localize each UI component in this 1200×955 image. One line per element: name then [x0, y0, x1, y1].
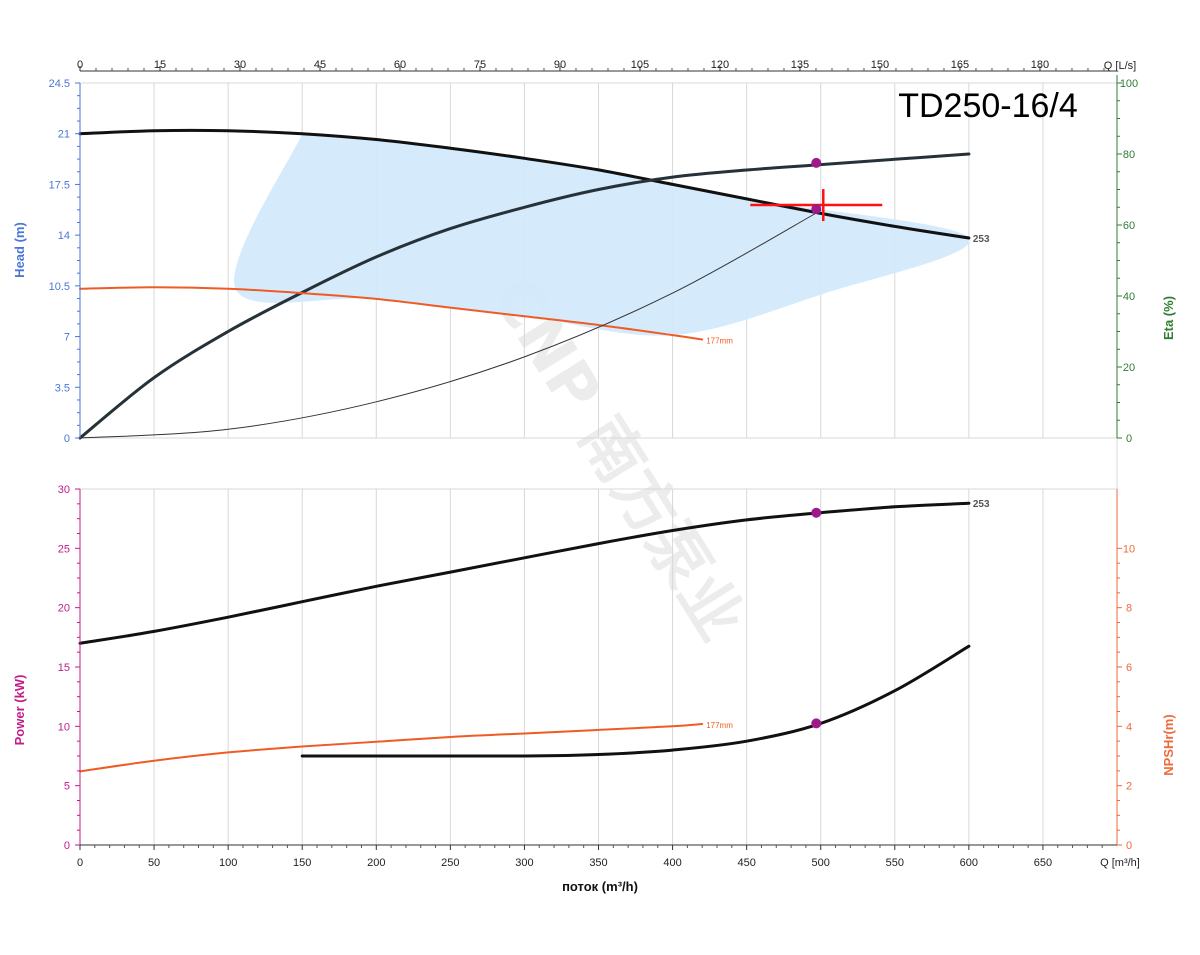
x-top-label-6: 90 [554, 59, 566, 71]
x-bottom-label-0: 0 [77, 857, 83, 869]
head-axis-label-5: 17.5 [49, 179, 70, 191]
x-bottom-label-12: 600 [960, 857, 978, 869]
eta-axis-label-2: 40 [1123, 291, 1135, 303]
operating-range-band [234, 133, 970, 336]
x-bottom-label-3: 150 [293, 857, 311, 869]
eta-axis-label-3: 60 [1123, 220, 1135, 232]
op-point-head [811, 204, 822, 215]
head-axis-label-7: 24.5 [49, 78, 70, 90]
x-bottom-label-2: 100 [219, 857, 237, 869]
npsh-axis-label-3: 6 [1126, 662, 1132, 674]
power-axis-label-1: 5 [64, 781, 70, 793]
eta-axis-label-0: 0 [1126, 433, 1132, 445]
chart-title: TD250-16/4 [898, 87, 1078, 125]
npsh-axis-label: NPSHr(m) [1161, 714, 1176, 775]
x-top-label-2: 30 [234, 59, 246, 71]
npsh-axis-label-2: 4 [1126, 721, 1132, 733]
upper-series-2-label: 177mm [706, 336, 733, 345]
x-top-label-0: 0 [77, 59, 83, 71]
npsh-axis-label-1: 2 [1126, 781, 1132, 793]
head-axis-label-2: 7 [64, 332, 70, 344]
lower-series-1-label: 177mm [706, 721, 733, 730]
x-bottom-label-13: 650 [1034, 857, 1052, 869]
head-axis-label-0: 0 [64, 433, 70, 445]
x-top-label-4: 60 [394, 59, 406, 71]
x-bottom-label-5: 250 [441, 857, 459, 869]
x-top-label-11: 165 [951, 59, 969, 71]
x-axis-label: поток (m³/h) [562, 879, 638, 894]
x-top-label-12: 180 [1031, 59, 1049, 71]
x-bottom-label-11: 550 [886, 857, 904, 869]
x-bottom-label-7: 350 [589, 857, 607, 869]
x-bottom-label-1: 50 [148, 857, 160, 869]
x-top-label-8: 120 [711, 59, 729, 71]
eta-axis-label-1: 20 [1123, 362, 1135, 374]
head-axis-label-6: 21 [58, 129, 70, 141]
x-axis-unit-bottom: Q [m³/h] [1100, 857, 1140, 869]
upper-series-0-label: 253 [973, 234, 990, 245]
x-top-label-10: 150 [871, 59, 889, 71]
x-top-label-7: 105 [631, 59, 649, 71]
x-axis-unit-top: Q [L/s] [1104, 60, 1136, 72]
eta-axis-label: Eta (%) [1161, 296, 1176, 340]
head-axis-label: Head (m) [12, 222, 27, 278]
eta-axis-label-4: 80 [1123, 149, 1135, 161]
power-axis-label-3: 15 [58, 662, 70, 674]
head-axis-label-3: 10.5 [49, 281, 70, 293]
power-axis-label-0: 0 [64, 840, 70, 852]
op-point-power [811, 507, 822, 518]
power-axis-label-5: 25 [58, 543, 70, 555]
npsh-axis-label-4: 8 [1126, 603, 1132, 615]
power-axis-label-2: 10 [58, 721, 70, 733]
x-top-label-1: 15 [154, 59, 166, 71]
npsh-axis-label-5: 10 [1123, 543, 1135, 555]
lower-series-0-label: 253 [973, 499, 990, 510]
head-axis-label-1: 3.5 [55, 382, 70, 394]
upper-series-0-line [78, 128, 971, 240]
op-point-eta [811, 157, 822, 168]
x-top-label-9: 135 [791, 59, 809, 71]
power-axis-label-4: 20 [58, 603, 70, 615]
x-bottom-label-8: 400 [663, 857, 681, 869]
x-bottom-label-6: 300 [515, 857, 533, 869]
x-bottom-label-10: 500 [812, 857, 830, 869]
x-top-label-3: 45 [314, 59, 326, 71]
upper-series-2-line [79, 286, 704, 341]
x-bottom-label-4: 200 [367, 857, 385, 869]
npsh-axis-label-0: 0 [1126, 840, 1132, 852]
power-axis-label-6: 30 [58, 484, 70, 496]
lower-series-1-line [79, 723, 704, 773]
eta-axis-label-5: 100 [1120, 78, 1138, 90]
op-point-npsh [811, 718, 822, 729]
power-axis-label: Power (kW) [12, 675, 27, 746]
head-axis-label-4: 14 [58, 230, 70, 242]
upper-series-3-line [79, 210, 822, 439]
x-top-label-5: 75 [474, 59, 486, 71]
x-bottom-label-9: 450 [737, 857, 755, 869]
lower-series-2-line [300, 644, 971, 758]
